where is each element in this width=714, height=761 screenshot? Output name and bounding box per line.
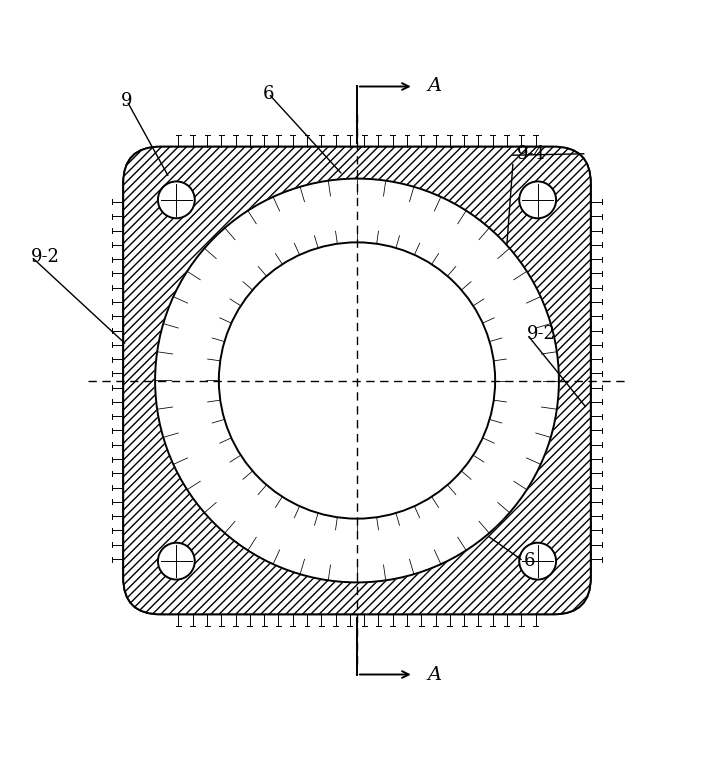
Circle shape [519,181,556,218]
Circle shape [219,242,495,519]
Text: 9-4: 9-4 [516,145,545,163]
Text: A: A [428,78,442,95]
FancyBboxPatch shape [124,147,590,614]
Text: A: A [428,666,442,683]
Circle shape [155,179,559,582]
Text: 6: 6 [263,84,274,103]
Text: 9-2: 9-2 [31,247,60,266]
Circle shape [158,181,195,218]
FancyBboxPatch shape [124,147,590,614]
Circle shape [154,178,560,583]
Circle shape [519,543,556,580]
Circle shape [158,543,195,580]
Text: 9: 9 [121,91,133,110]
Text: 9-2: 9-2 [527,326,556,343]
Text: 6: 6 [523,552,535,570]
